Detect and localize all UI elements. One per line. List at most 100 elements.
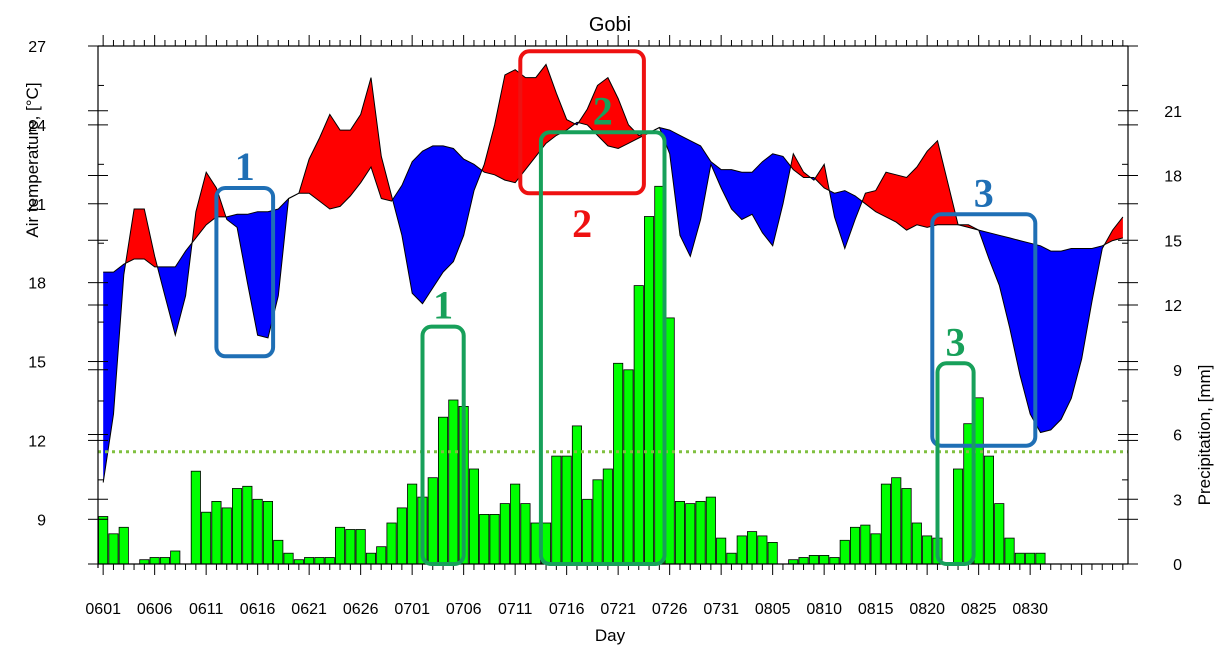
temperature-area-above (125, 209, 158, 267)
x-tick-label: 0606 (137, 601, 173, 618)
annotation-box (518, 49, 646, 196)
precipitation-bar (819, 555, 830, 565)
precipitation-bar (479, 514, 490, 565)
precipitation-bar (314, 557, 325, 565)
precipitation-axis-label: Precipitation, [mm] (1195, 365, 1214, 506)
precipitation-bar (376, 546, 387, 565)
precipitation-bar (118, 526, 129, 565)
precipitation-bar (139, 559, 150, 565)
precipitation-bar (1035, 552, 1046, 565)
precipitation-bar (427, 477, 438, 565)
precipitation-bar (98, 516, 109, 565)
precipitation-bar (788, 559, 799, 565)
precipitation-bar (510, 483, 521, 565)
precip-tick-label: 9 (1173, 363, 1182, 380)
annotation-label: 1 (433, 283, 453, 328)
x-tick-label: 0626 (343, 601, 379, 618)
precipitation-bar (623, 369, 634, 565)
precipitation-bar (293, 559, 304, 565)
precipitation-bar (170, 550, 181, 565)
x-tick-label: 0721 (600, 601, 636, 618)
temperature-area-below (392, 145, 482, 304)
precip-tick-label: 0 (1173, 557, 1182, 574)
precipitation-bar (561, 455, 572, 565)
annotation-label: 3 (946, 319, 966, 364)
temperature-axis-label: Air temperature, [°C] (23, 82, 42, 237)
precipitation-bar (860, 524, 871, 565)
precip-tick-label: 18 (1164, 169, 1182, 186)
x-tick-label: 0611 (189, 601, 224, 618)
precipitation-bar (355, 529, 366, 565)
annotation-box (214, 186, 276, 359)
temperature-area-above (862, 140, 979, 231)
x-tick-label: 0805 (755, 601, 791, 618)
temperature-area-above (578, 77, 660, 149)
x-tick-label: 0726 (652, 601, 688, 618)
precipitation-bar (644, 216, 655, 565)
temperature-area-below (659, 127, 791, 257)
precipitation-bar (231, 488, 243, 565)
precipitation-bar (520, 503, 531, 565)
x-tick-label: 0616 (240, 601, 276, 618)
precipitation-bar (334, 526, 346, 565)
precipitation-bar (736, 535, 747, 565)
precipitation-bar (221, 507, 232, 565)
precipitation-bar (613, 362, 624, 565)
annotation-label: 2 (572, 201, 592, 246)
precipitation-bar (911, 522, 922, 565)
temperature-area (102, 63, 1124, 483)
precipitation-bar (685, 503, 696, 565)
precipitation-bar (705, 496, 716, 565)
temperature-area-below (225, 198, 289, 338)
temperature-area-below (157, 242, 192, 336)
x-tick-label: 0830 (1012, 601, 1048, 618)
precipitation-bar (211, 500, 222, 565)
temp-tick-label: 24 (28, 118, 46, 135)
precipitation-bar (592, 479, 603, 565)
precipitation-bar (489, 514, 500, 565)
precipitation-bar (870, 533, 881, 565)
precipitation-bar (839, 539, 850, 565)
precipitation-bar (571, 425, 582, 565)
x-tick-label: 0820 (909, 601, 945, 618)
annotation-box (930, 212, 1038, 448)
precip-tick-label: 6 (1173, 428, 1182, 445)
precip-tick-label: 12 (1164, 298, 1182, 315)
x-tick-label: 0706 (446, 601, 482, 618)
precip-tick-label: 3 (1173, 492, 1182, 509)
x-tick-label: 0731 (703, 601, 739, 618)
annotation-box (420, 324, 466, 566)
annotation-box (935, 361, 976, 566)
precipitation-bar (798, 557, 809, 565)
precipitation-bar (726, 552, 737, 565)
temp-tick-label: 18 (28, 276, 46, 293)
precipitation-bar (273, 539, 284, 565)
precipitation-bar (994, 503, 1005, 565)
chart-title: Gobi (589, 14, 631, 36)
temp-tick-label: 9 (37, 512, 46, 529)
precipitation-bar (808, 555, 819, 565)
precipitation-bar (386, 522, 397, 565)
temperature-area-below (103, 263, 126, 483)
precipitation-bar (757, 535, 768, 565)
precip-tick-label: 15 (1164, 233, 1182, 250)
precipitation-bar (262, 500, 273, 565)
temp-tick-label: 21 (28, 197, 46, 214)
x-tick-label: 0810 (806, 601, 842, 618)
precipitation-bar (499, 503, 510, 565)
x-tick-label: 0825 (961, 601, 997, 618)
precipitation-bar (953, 468, 964, 565)
precipitation-bar (1014, 552, 1025, 565)
precipitation-bar (304, 557, 315, 565)
precipitation-bar (345, 529, 356, 565)
precipitation-bar (767, 542, 778, 565)
x-tick-label: 0601 (85, 601, 121, 618)
precipitation-bar (891, 477, 902, 565)
precipitation-bar (850, 526, 861, 565)
x-tick-label: 0701 (394, 601, 430, 618)
precipitation-bar (602, 468, 613, 565)
precipitation-bar (108, 533, 119, 565)
precipitation-bar (159, 557, 171, 565)
temp-tick-label: 12 (28, 433, 46, 450)
